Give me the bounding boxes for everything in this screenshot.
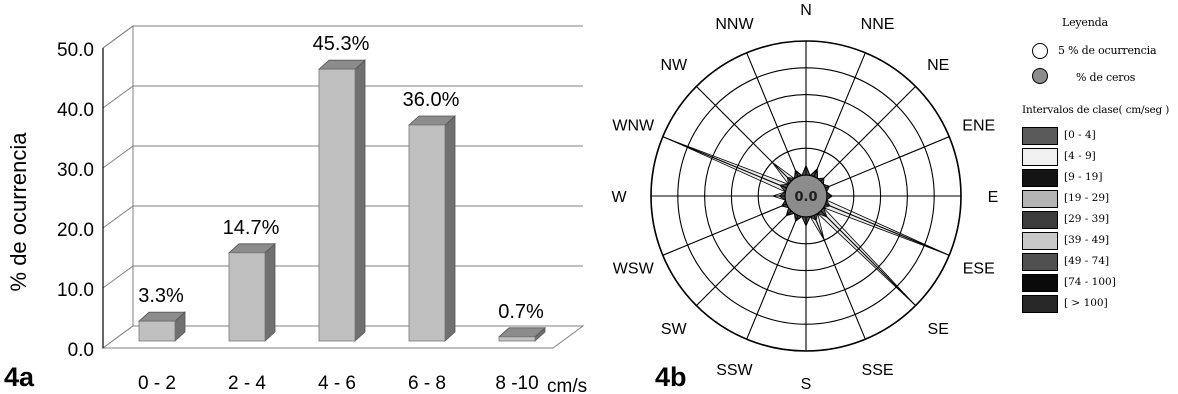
bar-value-label: 36.0% bbox=[403, 89, 460, 111]
spoke bbox=[662, 136, 787, 189]
x-tick-label: 8 -10 bbox=[495, 373, 538, 394]
bar-front bbox=[408, 124, 446, 342]
bar-side bbox=[444, 115, 456, 342]
bar-front bbox=[228, 252, 266, 342]
direction-label: SW bbox=[661, 321, 688, 338]
bar-side bbox=[354, 59, 366, 342]
direction-label: E bbox=[988, 189, 999, 206]
panel-label-4a: 4a bbox=[4, 362, 35, 392]
legend-item-label: % de ceros bbox=[1076, 71, 1136, 84]
y-tick-label: 0.0 bbox=[68, 340, 94, 361]
spoke bbox=[696, 86, 792, 182]
direction-label: SE bbox=[928, 321, 949, 338]
bar-value-label: 45.3% bbox=[313, 33, 370, 55]
spoke bbox=[746, 215, 799, 340]
direction-label: NNE bbox=[861, 16, 895, 33]
legend-title: Leyenda bbox=[1062, 16, 1108, 29]
filled-circle-icon bbox=[1032, 68, 1048, 84]
spoke bbox=[825, 136, 950, 189]
y-tick-label: 50.0 bbox=[57, 40, 94, 61]
direction-label: ENE bbox=[962, 117, 995, 134]
x-tick-label: 6 - 8 bbox=[408, 373, 446, 394]
class-swatch bbox=[1022, 274, 1058, 292]
class-label: [74 - 100] bbox=[1064, 276, 1116, 288]
y-axis-title: % de ocurrencia bbox=[6, 132, 31, 292]
class-swatch bbox=[1022, 232, 1058, 250]
bar bbox=[317, 59, 367, 342]
direction-label: SSE bbox=[862, 362, 894, 379]
class-label: [39 - 49] bbox=[1064, 234, 1110, 246]
y-tick-label: 20.0 bbox=[57, 220, 94, 241]
bar bbox=[407, 115, 457, 342]
legend-item-label: 5 % de ocurrencia bbox=[1058, 44, 1157, 57]
direction-label: S bbox=[801, 376, 812, 393]
bar bbox=[137, 311, 187, 342]
spoke bbox=[662, 203, 787, 256]
x-tick-label: 4 - 6 bbox=[318, 373, 356, 394]
y-tick-label: 10.0 bbox=[57, 280, 94, 301]
direction-label: W bbox=[611, 189, 627, 206]
y-tick-label: 30.0 bbox=[57, 160, 94, 181]
spoke bbox=[813, 52, 866, 177]
class-label: [29 - 39] bbox=[1064, 213, 1110, 225]
bar-side bbox=[264, 242, 276, 342]
bar-front bbox=[318, 68, 356, 342]
bar bbox=[497, 326, 547, 342]
bar-value-label: 3.3% bbox=[138, 285, 184, 307]
wind-rose-4b: N NNE NE ENE E ESE SE SSE S SSW SW WSW W WNW NW NNW 0.0… bbox=[611, 2, 999, 393]
gridline bbox=[102, 145, 134, 169]
direction-label: ESE bbox=[963, 261, 995, 278]
spoke bbox=[825, 203, 950, 256]
panel-label-4b: 4b bbox=[655, 362, 687, 392]
gridline bbox=[102, 205, 134, 229]
gridline bbox=[102, 85, 134, 109]
calm-circle bbox=[784, 174, 828, 218]
direction-label: N bbox=[800, 2, 812, 19]
x-tick-label: 0 - 2 bbox=[138, 373, 176, 394]
x-tick-label: 2 - 4 bbox=[228, 373, 266, 394]
spoke bbox=[746, 52, 799, 177]
class-swatch bbox=[1022, 127, 1058, 145]
direction-label: SSW bbox=[716, 362, 753, 379]
bar-front bbox=[498, 336, 536, 342]
x-axis-unit: cm/s bbox=[547, 376, 587, 394]
bar-front bbox=[138, 320, 176, 342]
class-swatch bbox=[1022, 148, 1058, 166]
direction-label: NE bbox=[927, 57, 949, 74]
bar-value-label: 14.7% bbox=[223, 217, 280, 239]
legend-classes-title: Intervalos de clase( cm/seg ) bbox=[1022, 104, 1170, 116]
gridline bbox=[102, 265, 134, 289]
gridline bbox=[102, 25, 134, 49]
direction-label: WSW bbox=[613, 261, 655, 278]
direction-label: NW bbox=[660, 57, 688, 74]
spoke bbox=[820, 86, 916, 182]
spoke bbox=[820, 210, 916, 306]
direction-label: WNW bbox=[612, 117, 655, 134]
legend: Leyenda 5 % de ocurrencia % de ceros Int… bbox=[1018, 0, 1178, 394]
class-swatch bbox=[1022, 253, 1058, 271]
class-label: [4 - 9] bbox=[1064, 150, 1096, 162]
class-label: [49 - 74] bbox=[1064, 255, 1110, 267]
class-label: [19 - 29] bbox=[1064, 192, 1110, 204]
class-swatch bbox=[1022, 190, 1058, 208]
class-label: [ > 100] bbox=[1064, 297, 1108, 309]
calm-value: 0.0 bbox=[794, 190, 817, 205]
open-circle-icon bbox=[1032, 43, 1048, 59]
spoke bbox=[813, 215, 866, 340]
spoke bbox=[696, 210, 792, 306]
class-label: [0 - 4] bbox=[1064, 129, 1096, 141]
class-swatch bbox=[1022, 169, 1058, 187]
bar-chart-4a: 3.3% 14.7% 45.3% 36.0% 0.7% 0.0 10.0 20.0 30.0 4… bbox=[4, 25, 587, 394]
class-swatch bbox=[1022, 295, 1058, 313]
class-label: [9 - 19] bbox=[1064, 171, 1103, 183]
bar bbox=[227, 242, 277, 342]
class-swatch bbox=[1022, 211, 1058, 229]
bar-value-label: 0.7% bbox=[498, 301, 544, 323]
y-tick-label: 40.0 bbox=[57, 100, 94, 121]
direction-label: NNW bbox=[715, 16, 754, 33]
